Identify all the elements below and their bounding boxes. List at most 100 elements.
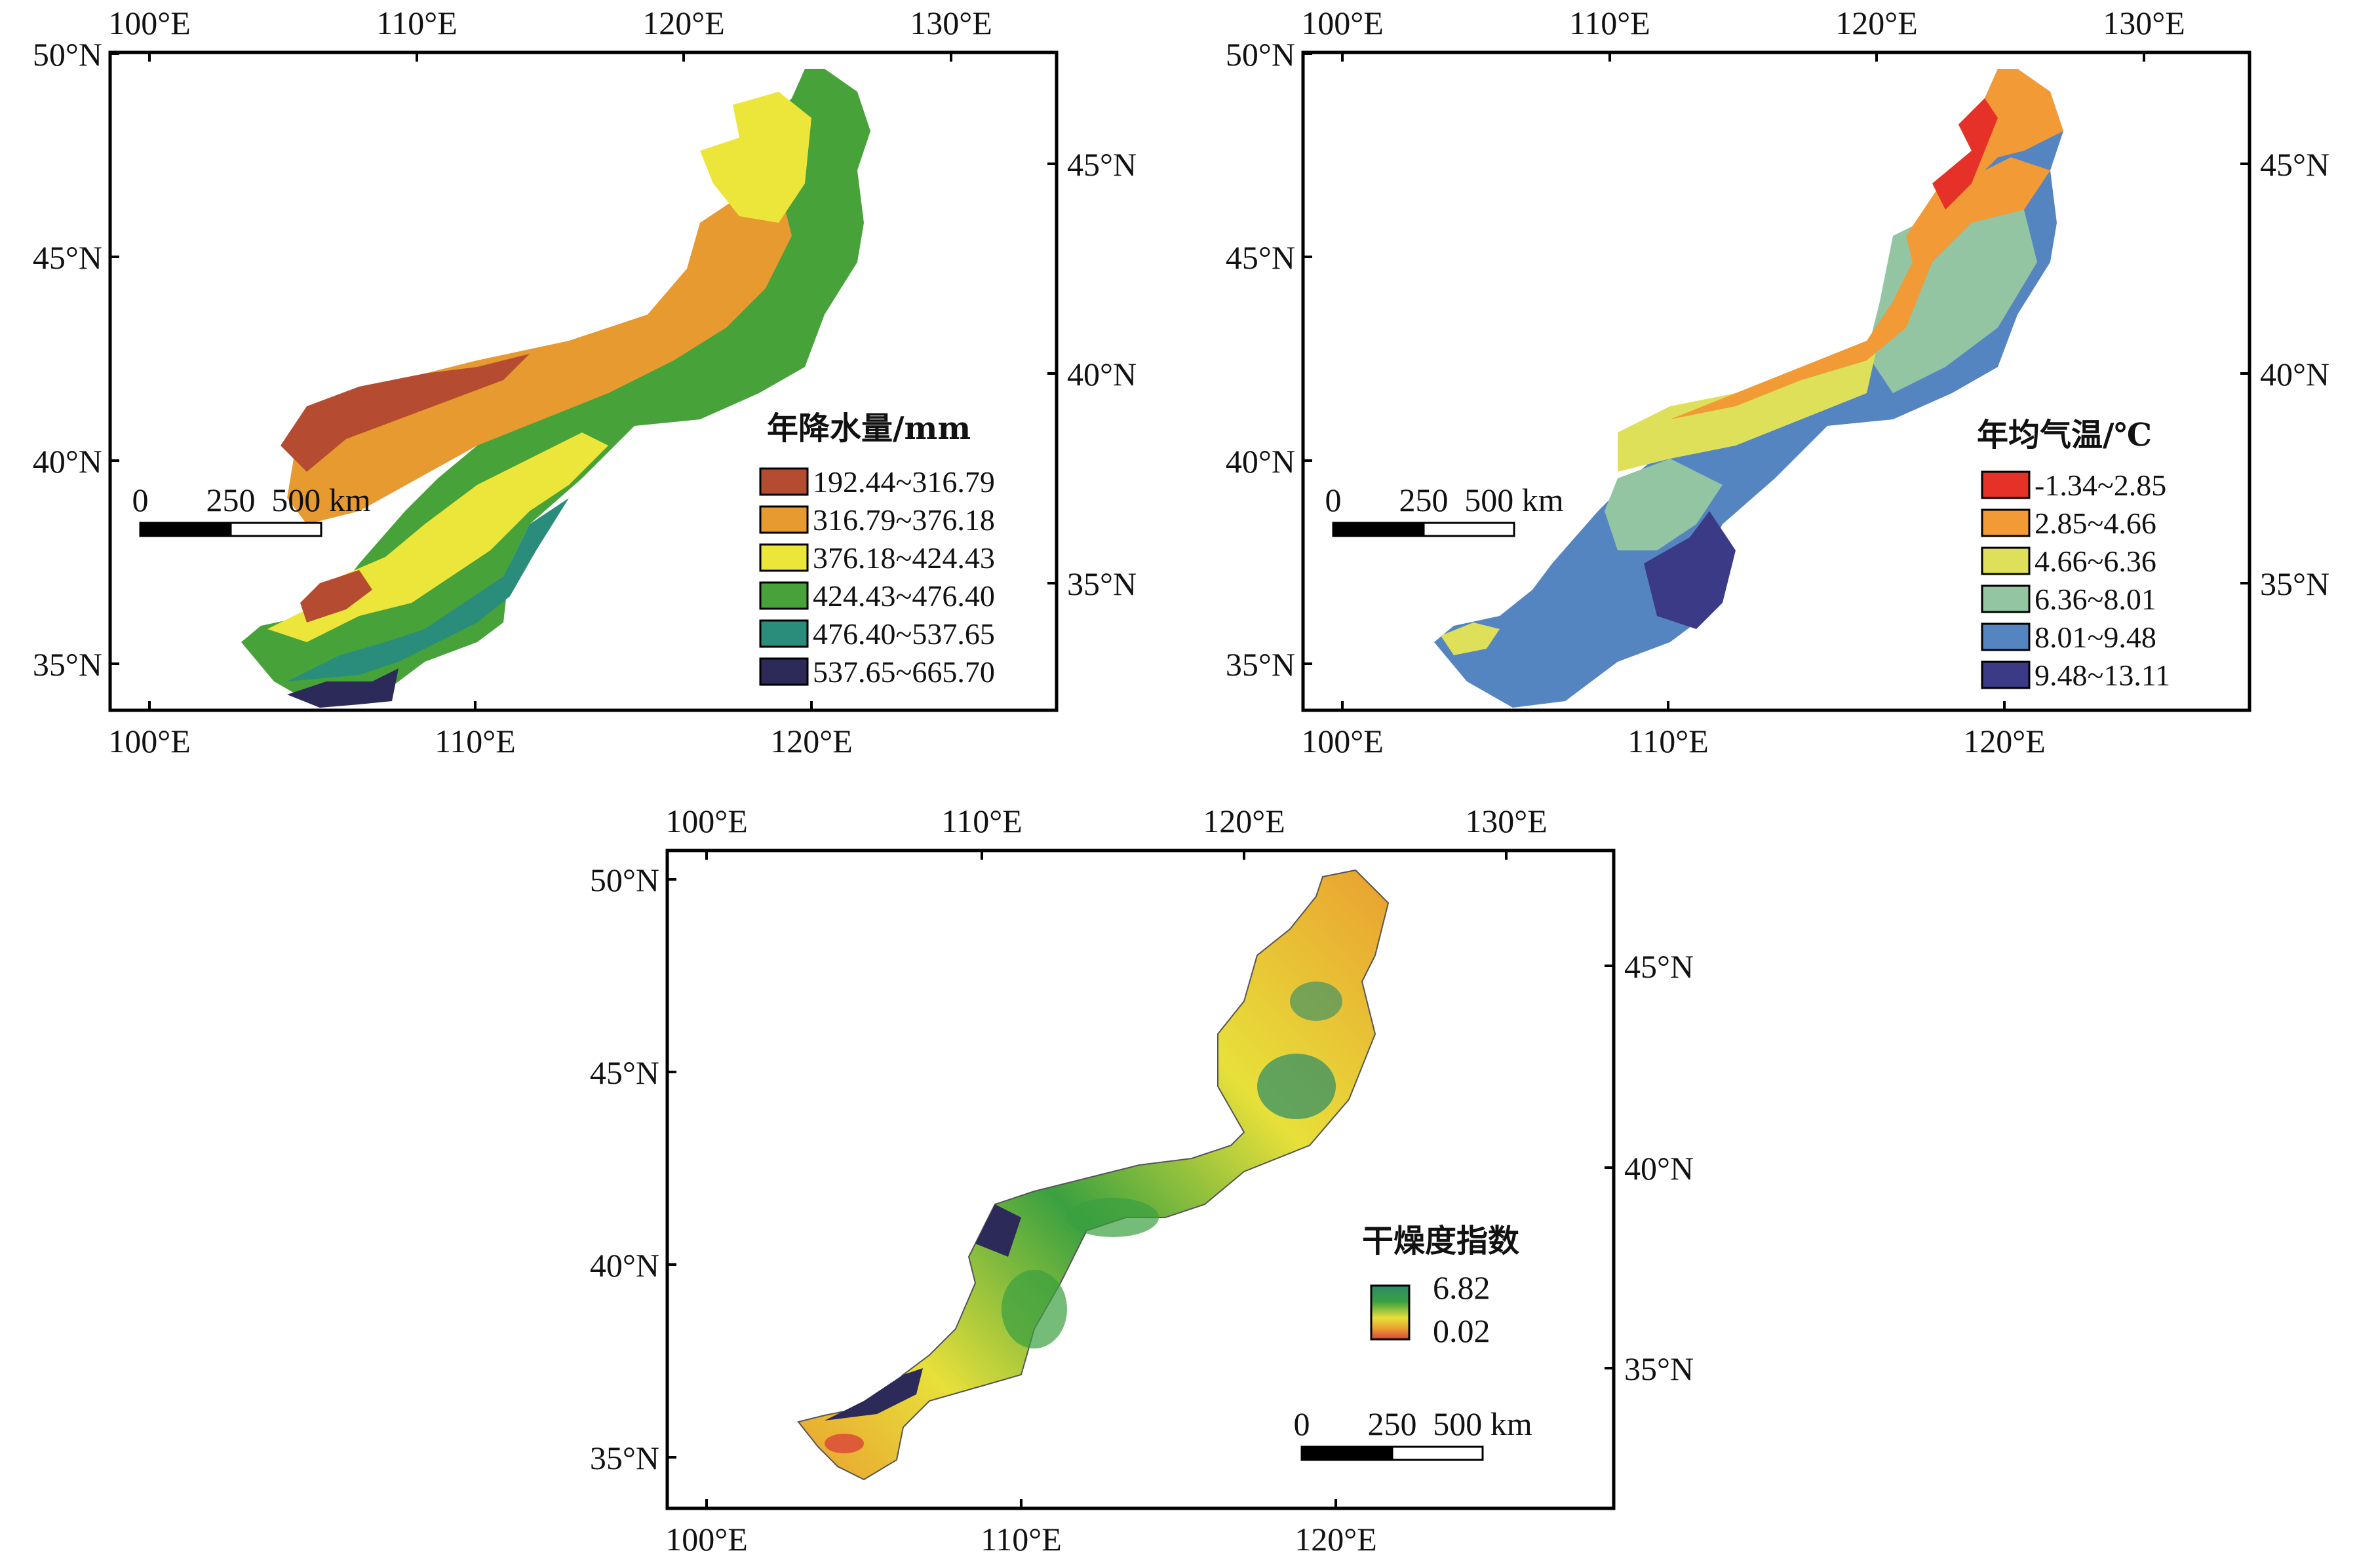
right-lat-label: 35°N (1067, 565, 1137, 602)
map-frame (665, 849, 1616, 1510)
top-lon-labels: 100°E 110°E 120°E 130°E (665, 803, 1548, 839)
bottom-lon-label: 120°E (1963, 723, 2046, 759)
zone-high-aridity (975, 1204, 1021, 1257)
legend-swatch (1981, 622, 2031, 651)
legend-swatch (759, 543, 809, 572)
top-lon-label: 100°E (108, 5, 191, 41)
scale-label: 500 km (1464, 482, 1564, 518)
top-lon-label: 100°E (665, 803, 748, 839)
legend-swatch (1981, 660, 2031, 689)
scale-label: 0 (1325, 482, 1342, 518)
legend-title: 年均气温/℃ (1977, 417, 2152, 453)
right-lat-label: 45°N (1067, 146, 1137, 183)
zone-2-4 (1670, 157, 2050, 419)
legend-swatch (759, 657, 809, 686)
legend-label: 192.44~316.79 (813, 465, 995, 499)
region-shape (241, 69, 870, 708)
bottom-lon-label: 100°E (1301, 723, 1384, 759)
left-lat-label: 40°N (590, 1247, 659, 1284)
top-lon-label: 110°E (1569, 5, 1650, 41)
right-lat-labels: 45°N 40°N 35°N (1624, 948, 1694, 1387)
legend-max-label: 6.82 (1433, 1269, 1490, 1306)
bottom-lon-label: 110°E (981, 1521, 1062, 1558)
left-lat-label: 50°N (1226, 36, 1295, 73)
left-lat-label: 35°N (1226, 646, 1295, 683)
scale-label: 500 km (271, 482, 371, 518)
zone-476-537 (287, 498, 569, 681)
legend-label: 376.18~424.43 (813, 541, 995, 575)
scale-label: 250 (1368, 1405, 1417, 1442)
right-lat-labels: 45°N 40°N 35°N (1067, 146, 1137, 602)
legend-swatch (1981, 546, 2031, 575)
scale-bar: 0 250 500 km (1294, 1405, 1532, 1461)
legend: 年均气温/℃ -1.34~2.85 2.85~4.66 4.66~6.36 6.36~… (1977, 417, 2170, 692)
right-lat-label: 35°N (2260, 565, 2329, 602)
top-lon-label: 110°E (941, 803, 1023, 839)
bottom-lon-labels: 100°E 110°E 120°E (108, 723, 853, 759)
scale-label: 500 km (1433, 1405, 1532, 1442)
left-lat-labels: 50°N 45°N 40°N 35°N (33, 36, 102, 683)
left-lat-label: 45°N (1226, 239, 1295, 276)
zone-316-376 (287, 183, 792, 524)
left-lat-label: 50°N (33, 36, 102, 73)
top-lon-label: 130°E (910, 5, 992, 41)
bottom-lon-label: 120°E (770, 723, 853, 759)
map-ticks (110, 52, 1057, 710)
legend-swatch (1981, 470, 2031, 499)
legend-label: 6.36~8.01 (2035, 583, 2156, 616)
scale-bar: 0 250 500 km (1325, 482, 1564, 537)
left-lat-labels: 50°N 45°N 40°N 35°N (1226, 36, 1295, 683)
right-lat-labels: 45°N 40°N 35°N (2260, 146, 2329, 602)
legend-swatch (759, 619, 809, 648)
legend-label: -1.34~2.85 (2035, 468, 2166, 502)
zone-6-8 (1605, 459, 1723, 550)
color-ramp (1370, 1284, 1411, 1341)
left-lat-labels: 50°N 45°N 40°N 35°N (590, 862, 659, 1476)
scale-label: 250 (206, 482, 256, 518)
zone-9-13 (1644, 511, 1736, 629)
left-lat-label: 40°N (1226, 443, 1295, 480)
scale-label: 0 (1294, 1405, 1310, 1442)
right-lat-label: 45°N (1624, 948, 1694, 985)
top-lon-labels: 100°E 110°E 120°E 130°E (108, 5, 992, 41)
region-shape (797, 869, 1390, 1481)
top-lon-label: 120°E (1835, 5, 1918, 41)
panel-aridity-map: 100°E 110°E 120°E 130°E 100°E 110°E 120°… (590, 803, 1694, 1558)
bottom-lon-labels: 100°E 110°E 120°E (665, 1521, 1377, 1558)
legend: 干燥度指数 6.82 0.02 (1362, 1223, 1519, 1349)
left-lat-label: 35°N (33, 646, 102, 683)
legend-label: 8.01~9.48 (2035, 621, 2156, 654)
right-lat-label: 45°N (2260, 146, 2329, 183)
legend-label: 4.66~6.36 (2035, 545, 2156, 578)
region-shape (1434, 69, 2063, 708)
left-lat-label: 45°N (590, 1054, 659, 1091)
legend-swatch (759, 505, 809, 534)
bottom-lon-label: 120°E (1295, 1521, 1377, 1558)
legend-label: 9.48~13.11 (2035, 659, 2170, 692)
map-ticks (667, 851, 1614, 1508)
scale-bar: 0 250 500 km (132, 482, 371, 537)
top-lon-label: 120°E (1203, 803, 1285, 839)
map-frame (108, 50, 1059, 712)
bottom-lon-label: 110°E (435, 723, 516, 759)
right-lat-label: 35°N (1624, 1350, 1694, 1387)
legend-label: 424.43~476.40 (813, 579, 995, 613)
right-lat-label: 40°N (1624, 1150, 1694, 1187)
zone-4-6 (1618, 334, 1880, 472)
legend-items: 192.44~316.79 316.79~376.18 376.18~424.43 4… (759, 465, 995, 689)
right-lat-label: 40°N (2260, 356, 2329, 392)
left-lat-label: 35°N (590, 1440, 659, 1476)
top-lon-labels: 100°E 110°E 120°E 130°E (1301, 5, 2185, 41)
bottom-lon-labels: 100°E 110°E 120°E (1301, 723, 2046, 759)
top-lon-label: 130°E (2103, 5, 2185, 41)
scale-label: 250 (1399, 482, 1449, 518)
legend-swatch (759, 467, 809, 496)
legend-items: -1.34~2.85 2.85~4.66 4.66~6.36 6.36~8.01 8.0… (1981, 468, 2170, 692)
legend-swatch (1981, 508, 2031, 537)
zone-minus1-2 (1932, 98, 1998, 210)
legend-label: 2.85~4.66 (2035, 507, 2156, 540)
zone-537-665 (287, 668, 399, 708)
legend: 年降水量/mm 192.44~316.79 316.79~376.18 376.18… (759, 410, 995, 689)
map-frame (1301, 50, 2251, 712)
